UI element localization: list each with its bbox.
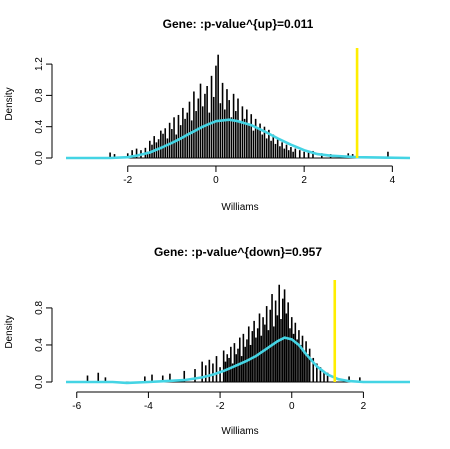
upper-panel: Gene: :p-value^{up}=0.011 -2 0 2 4 0.0 0.4 0.8 1… [4, 17, 411, 213]
y-tick-label: 1.2 [34, 57, 45, 71]
x-tick-label: 0 [213, 175, 219, 186]
x-axis-label: Williams [221, 202, 258, 213]
x-tick-label: -6 [72, 401, 81, 412]
x-axis-label: Williams [221, 426, 258, 437]
y-tick-label: 0.8 [34, 88, 45, 102]
y-tick-label: 0.4 [34, 338, 45, 352]
x-tick-label: 0 [289, 401, 295, 412]
chart-title: Gene: :p-value^{up}=0.011 [163, 17, 314, 31]
x-tick-label: 2 [301, 175, 307, 186]
lower-panel: Gene: :p-value^{down}=0.957 -6 -4 -2 0 2 0.0 0.… [4, 245, 410, 437]
x-tick-label: -2 [123, 175, 132, 186]
x-tick-label: -4 [144, 401, 153, 412]
x-tick-label: 2 [361, 401, 367, 412]
y-tick-label: 0.0 [34, 375, 45, 389]
y-tick-label: 0.8 [34, 301, 45, 315]
x-tick-label: 4 [390, 175, 396, 186]
density-curve [66, 336, 410, 385]
y-axis-label: Density [4, 315, 15, 348]
y-tick-label: 0.0 [34, 151, 45, 165]
y-tick-label: 0.4 [34, 119, 45, 133]
chart-title: Gene: :p-value^{down}=0.957 [154, 245, 322, 259]
density-curve [66, 118, 411, 160]
x-tick-label: -2 [216, 401, 225, 412]
y-axis-label: Density [4, 87, 15, 120]
